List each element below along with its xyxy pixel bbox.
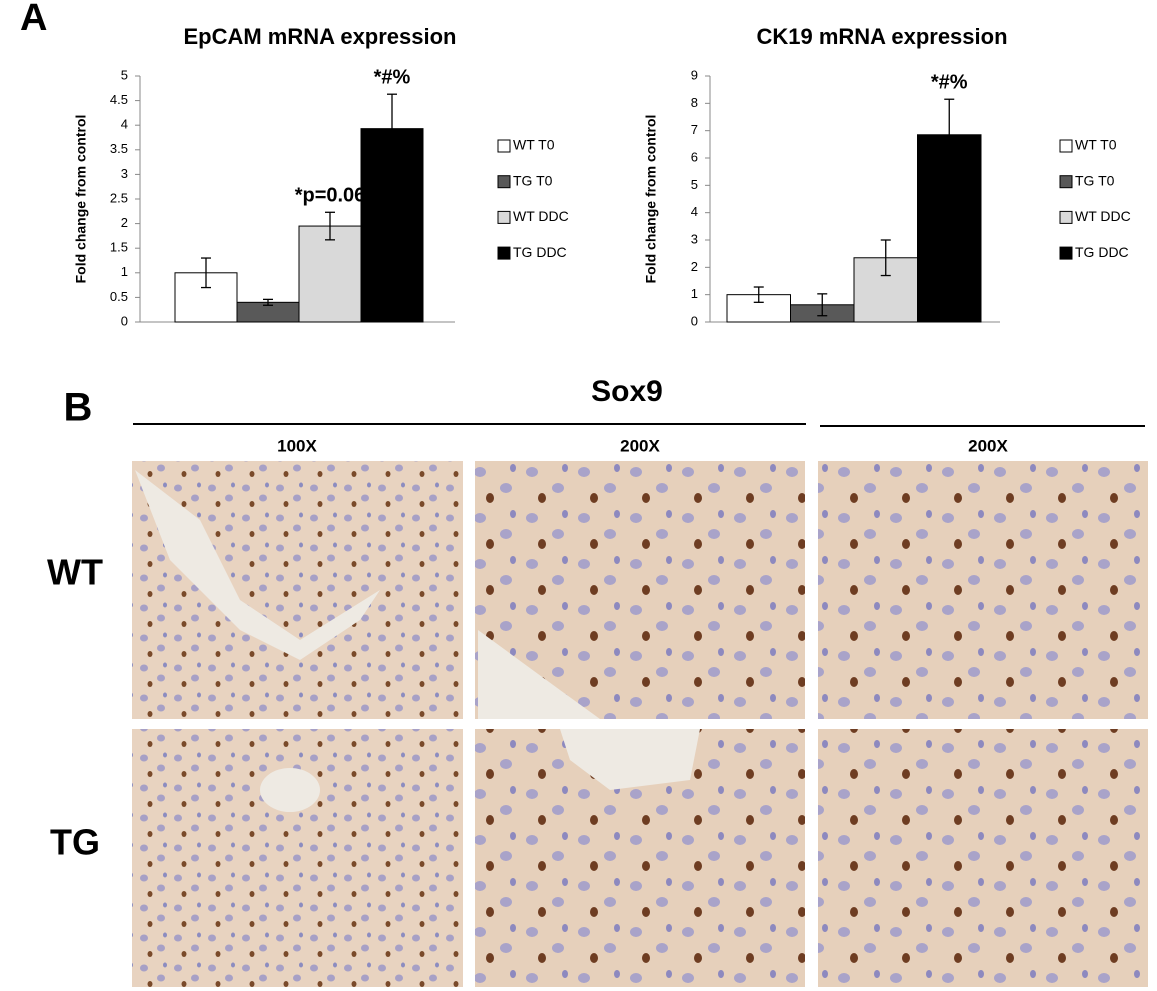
vessel <box>478 630 600 719</box>
legend-label: WT T0 <box>1075 137 1117 153</box>
y-tick-label: 0 <box>691 313 698 328</box>
vessel <box>260 768 320 812</box>
error-bar <box>880 239 891 277</box>
error-bar <box>944 98 955 171</box>
y-tick-label: 7 <box>691 122 698 137</box>
annotation: *p=0.06 <box>295 185 366 207</box>
y-tick-label: 5 <box>121 67 128 82</box>
legend-label: WT DDC <box>513 208 569 224</box>
legend-swatch <box>1059 139 1073 153</box>
y-tick-label: 1 <box>121 264 128 279</box>
legend-swatch <box>497 175 511 189</box>
y-tick-label: 0.5 <box>110 289 128 304</box>
panel-title: Sox9 <box>591 375 663 408</box>
annotation: *#% <box>931 72 968 94</box>
y-tick-label: 1.5 <box>110 240 128 255</box>
legend-swatch <box>1059 175 1073 189</box>
row-label: WT <box>47 552 103 593</box>
legend-label: TG DDC <box>513 244 567 260</box>
y-axis-label: Fold change from control <box>643 115 659 284</box>
error-bar <box>263 298 273 306</box>
y-tick-label: 3.5 <box>110 141 128 156</box>
row-label: TG <box>50 822 100 863</box>
legend-swatch <box>1059 210 1073 224</box>
y-tick-label: 2 <box>691 259 698 274</box>
y-tick-label: 3 <box>691 231 698 246</box>
legend-label: TG T0 <box>1075 172 1115 188</box>
y-tick-label: 1 <box>691 286 698 301</box>
error-bar <box>753 286 764 303</box>
error-bar <box>325 211 335 241</box>
y-tick-label: 0 <box>121 313 128 328</box>
y-tick-label: 2 <box>121 215 128 230</box>
panel-label: A <box>20 0 47 39</box>
column-label: 200X <box>620 436 660 455</box>
y-tick-label: 4.5 <box>110 92 128 107</box>
vessel <box>560 729 700 790</box>
y-tick-label: 4 <box>121 117 128 132</box>
legend-label: TG T0 <box>513 172 553 188</box>
y-tick-label: 8 <box>691 95 698 110</box>
error-bar <box>387 93 397 164</box>
column-label: 200X <box>968 436 1008 455</box>
micrographs <box>132 461 1148 987</box>
vessel <box>135 470 380 660</box>
legend-swatch <box>1059 246 1073 260</box>
chart-title: EpCAM mRNA expression <box>183 24 456 49</box>
y-tick-label: 3 <box>121 166 128 181</box>
panel-label: B <box>64 386 93 430</box>
legend-label: TG DDC <box>1075 244 1129 260</box>
y-tick-label: 5 <box>691 177 698 192</box>
y-tick-label: 9 <box>691 67 698 82</box>
legend-label: WT DDC <box>1075 208 1131 224</box>
micrograph <box>818 461 1148 719</box>
legend-label: WT T0 <box>513 137 555 153</box>
y-axis-label: Fold change from control <box>73 115 89 284</box>
y-tick-label: 2.5 <box>110 190 128 205</box>
error-bar <box>201 257 211 289</box>
y-tick-label: 4 <box>691 204 698 219</box>
micrograph <box>818 729 1148 987</box>
micrograph <box>132 461 463 719</box>
error-bar <box>817 293 828 317</box>
annotation: *#% <box>374 66 411 88</box>
chart-title: CK19 mRNA expression <box>756 24 1007 49</box>
legend-swatch <box>497 246 511 260</box>
y-tick-label: 6 <box>691 149 698 164</box>
legend-swatch <box>497 210 511 224</box>
column-label: 100X <box>277 436 317 455</box>
bar <box>298 225 362 323</box>
micrograph <box>132 729 463 987</box>
legend-swatch <box>497 139 511 153</box>
